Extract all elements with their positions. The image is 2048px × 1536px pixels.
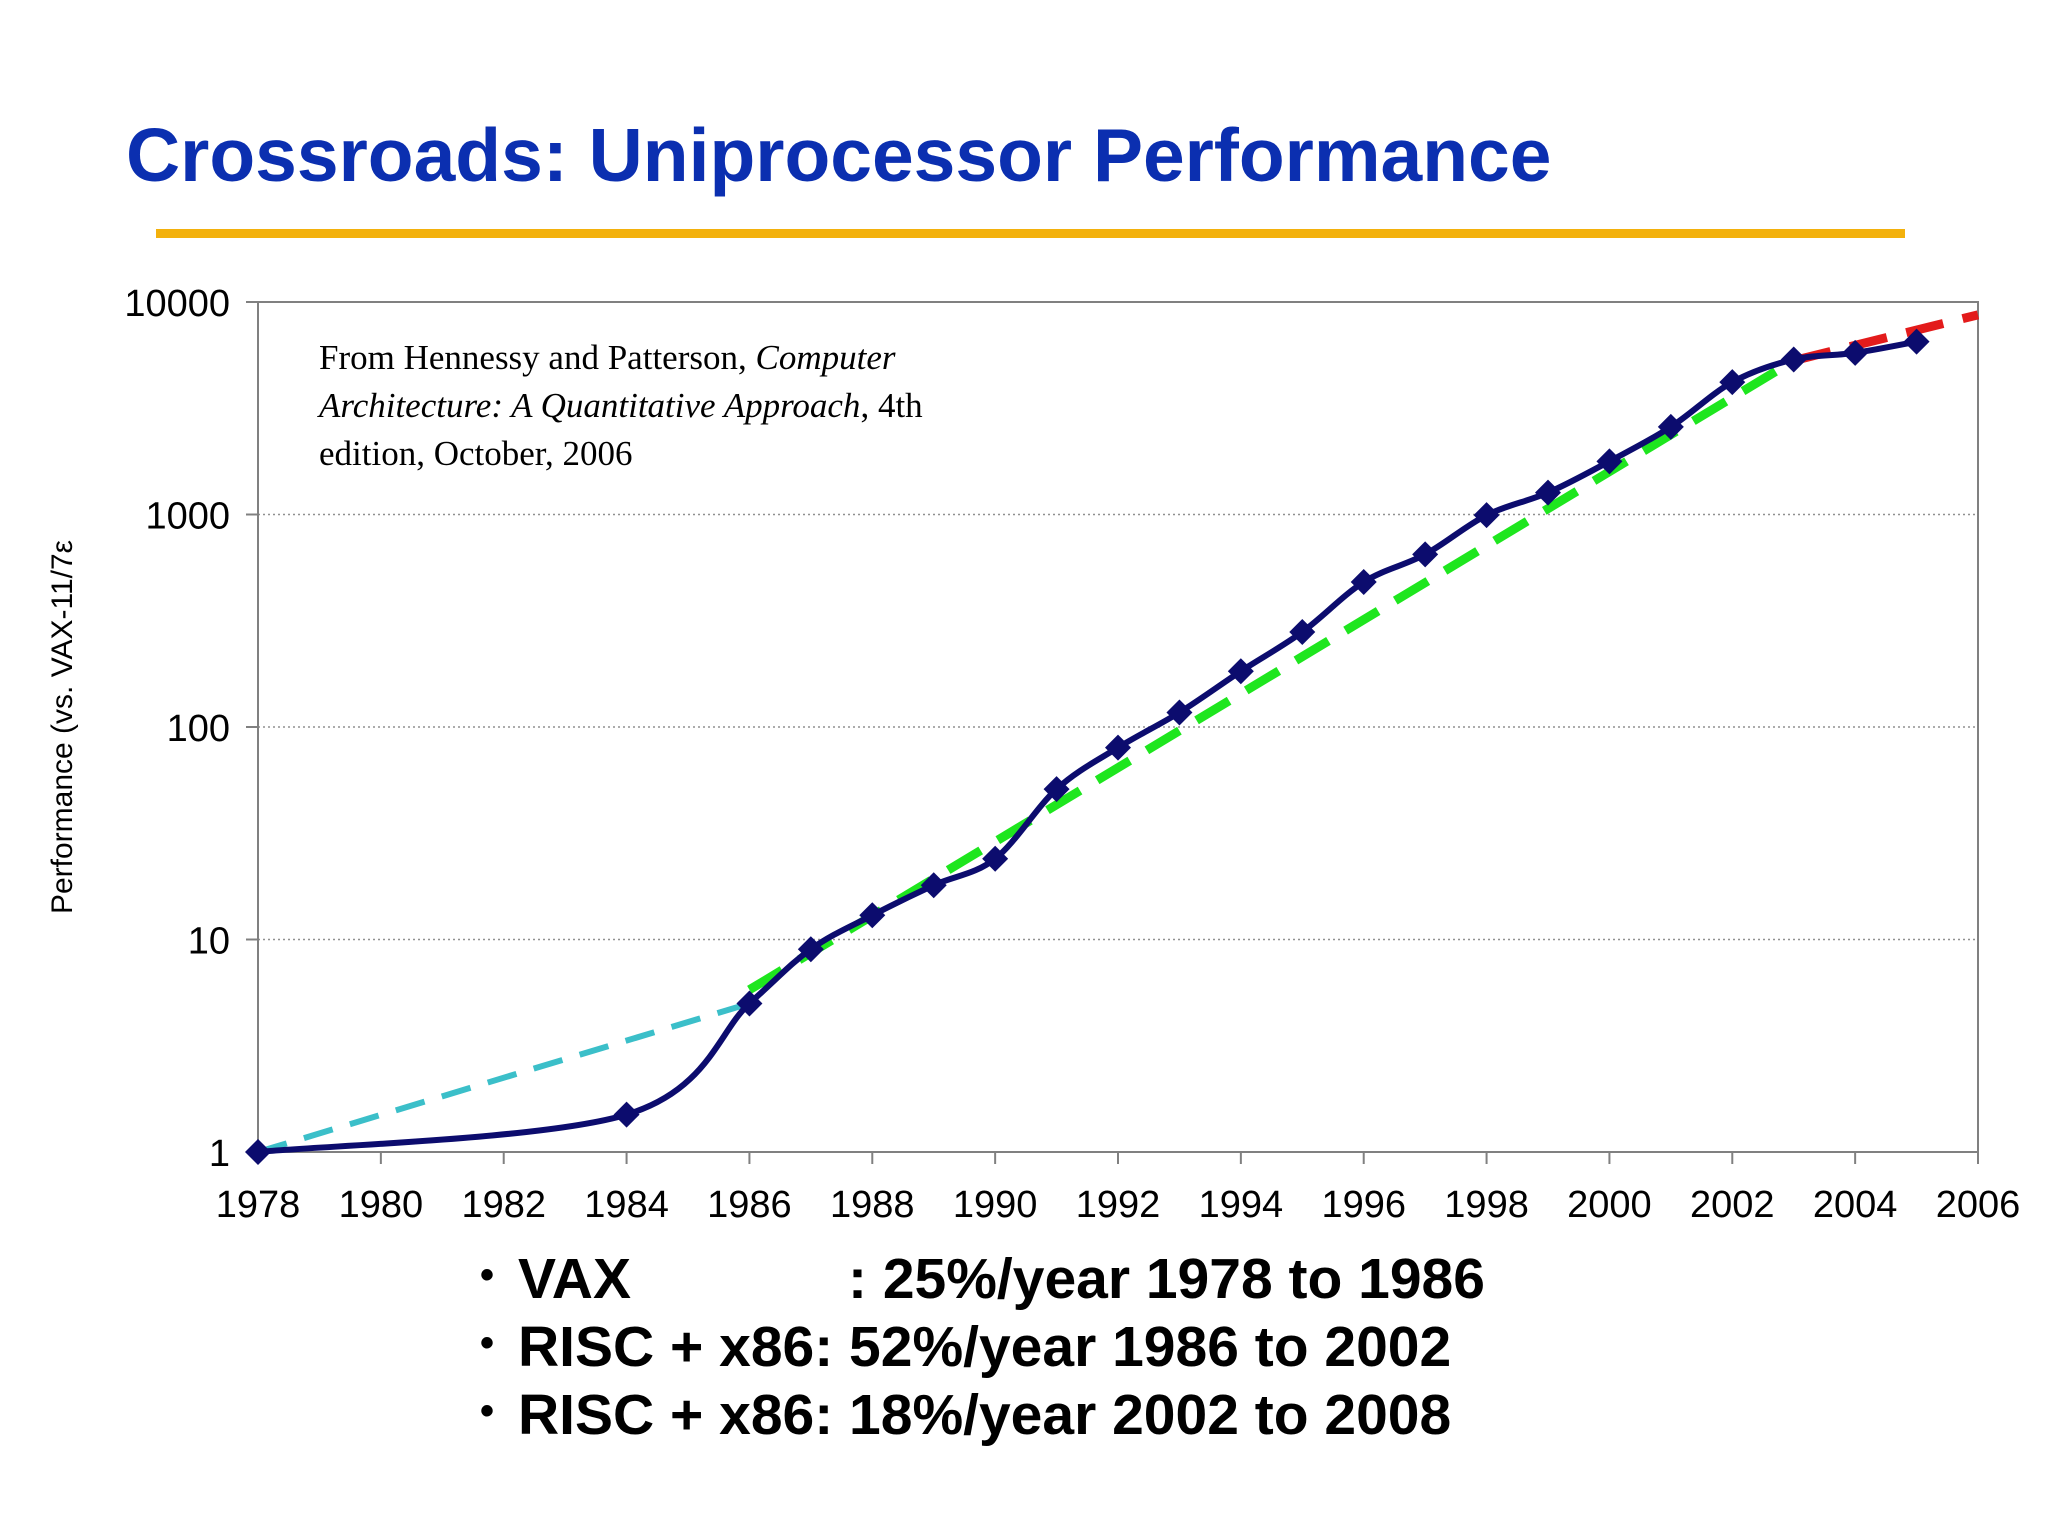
- x-axis: 1978 1980 1982 1984 1986 1988 1990 1992 1994 1996…: [216, 1152, 2021, 1226]
- x-tick-label-1988: 1988: [830, 1184, 915, 1226]
- data-point-1991: [1043, 776, 1070, 803]
- data-point-2005: [1903, 328, 1930, 355]
- bullet-label: VAX: [518, 1247, 631, 1311]
- title-underline: [156, 229, 1905, 238]
- data-point-2000: [1596, 448, 1623, 475]
- annotation-line-1: From Hennessy and Patterson, Computer: [319, 338, 904, 377]
- x-tick-label-1984: 1984: [584, 1184, 669, 1226]
- x-tick-label-1986: 1986: [707, 1184, 792, 1226]
- data-point-2004: [1842, 339, 1869, 366]
- bullet-label: RISC + x86: 52%/year 1986 to 2002: [518, 1315, 1452, 1379]
- x-tick-label-1996: 1996: [1321, 1184, 1406, 1226]
- data-point-1984: [613, 1101, 640, 1128]
- data-point-1978: [245, 1139, 271, 1165]
- annotation-line-3: edition, October, 2006: [319, 434, 633, 473]
- data-point-1996: [1350, 569, 1377, 596]
- data-point-1988: [859, 902, 886, 929]
- annotation-line-2-plain: , 4th: [860, 386, 923, 425]
- y-tick-label-1: 1: [209, 1133, 230, 1175]
- x-tick-label-1980: 1980: [339, 1184, 424, 1226]
- x-tick-label-1978: 1978: [216, 1184, 301, 1226]
- bullet-rate: : 25%/year 1978 to 1986: [848, 1247, 1485, 1311]
- slide-title: Crossroads: Uniprocessor Performance: [126, 113, 1552, 197]
- x-tick-label-2002: 2002: [1690, 1184, 1775, 1226]
- y-tick-label-10: 10: [188, 921, 230, 963]
- x-tick-label-2000: 2000: [1567, 1184, 1652, 1226]
- annotation-line-2: Architecture: A Quantitative Approach, 4…: [317, 386, 931, 425]
- annotation-line-2-italic: Architecture: A Quantitative Approach: [317, 386, 860, 425]
- data-point-2001: [1657, 413, 1684, 440]
- x-tick-label-2006: 2006: [1936, 1184, 2021, 1226]
- data-point-1990: [982, 845, 1009, 872]
- y-tick-label-100: 100: [167, 708, 230, 750]
- data-point-1989: [920, 872, 947, 899]
- annotation-line-1-italic: Computer: [755, 338, 895, 377]
- bullet-dot: •: [480, 1321, 495, 1365]
- trend-line-1: [257, 1000, 751, 1155]
- x-tick-label-1982: 1982: [461, 1184, 546, 1226]
- data-point-1992: [1105, 734, 1131, 761]
- annotation-line-1-plain: From Hennessy and Patterson,: [319, 338, 755, 377]
- x-tick-label-1998: 1998: [1444, 1184, 1529, 1226]
- y-tick-label-10000: 10000: [124, 283, 230, 325]
- data-point-2003: [1780, 346, 1807, 373]
- data-point-1987: [797, 936, 824, 963]
- bullet-dot: •: [480, 1389, 495, 1433]
- data-point-2002: [1719, 369, 1746, 396]
- x-tick-label-1992: 1992: [1076, 1184, 1161, 1226]
- bullet-dot: •: [480, 1253, 495, 1297]
- y-axis-label: Performance (vs. VAX-11/7ε: [46, 540, 79, 914]
- y-tick-label-1000: 1000: [145, 496, 230, 538]
- data-point-1993: [1166, 699, 1193, 726]
- data-point-1986: [736, 990, 763, 1017]
- data-point-1997: [1412, 541, 1439, 568]
- grid-lines: [258, 513, 1978, 941]
- data-point-1999: [1535, 479, 1561, 506]
- data-series: [245, 328, 1930, 1165]
- source-annotation: From Hennessy and Patterson, Computer Ar…: [317, 338, 931, 473]
- y-axis: 1 10 100 1000 10000: [124, 283, 258, 1175]
- bullet-label: RISC + x86: 18%/year 2002 to 2008: [518, 1383, 1452, 1447]
- x-tick-label-1990: 1990: [953, 1184, 1038, 1226]
- data-point-1994: [1227, 658, 1254, 685]
- x-tick-label-2004: 2004: [1813, 1184, 1898, 1226]
- data-point-1998: [1473, 502, 1500, 529]
- x-tick-label-1994: 1994: [1199, 1184, 1284, 1226]
- data-point-1995: [1289, 618, 1316, 645]
